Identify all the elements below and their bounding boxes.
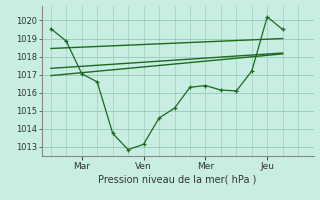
X-axis label: Pression niveau de la mer( hPa ): Pression niveau de la mer( hPa )	[99, 175, 257, 185]
